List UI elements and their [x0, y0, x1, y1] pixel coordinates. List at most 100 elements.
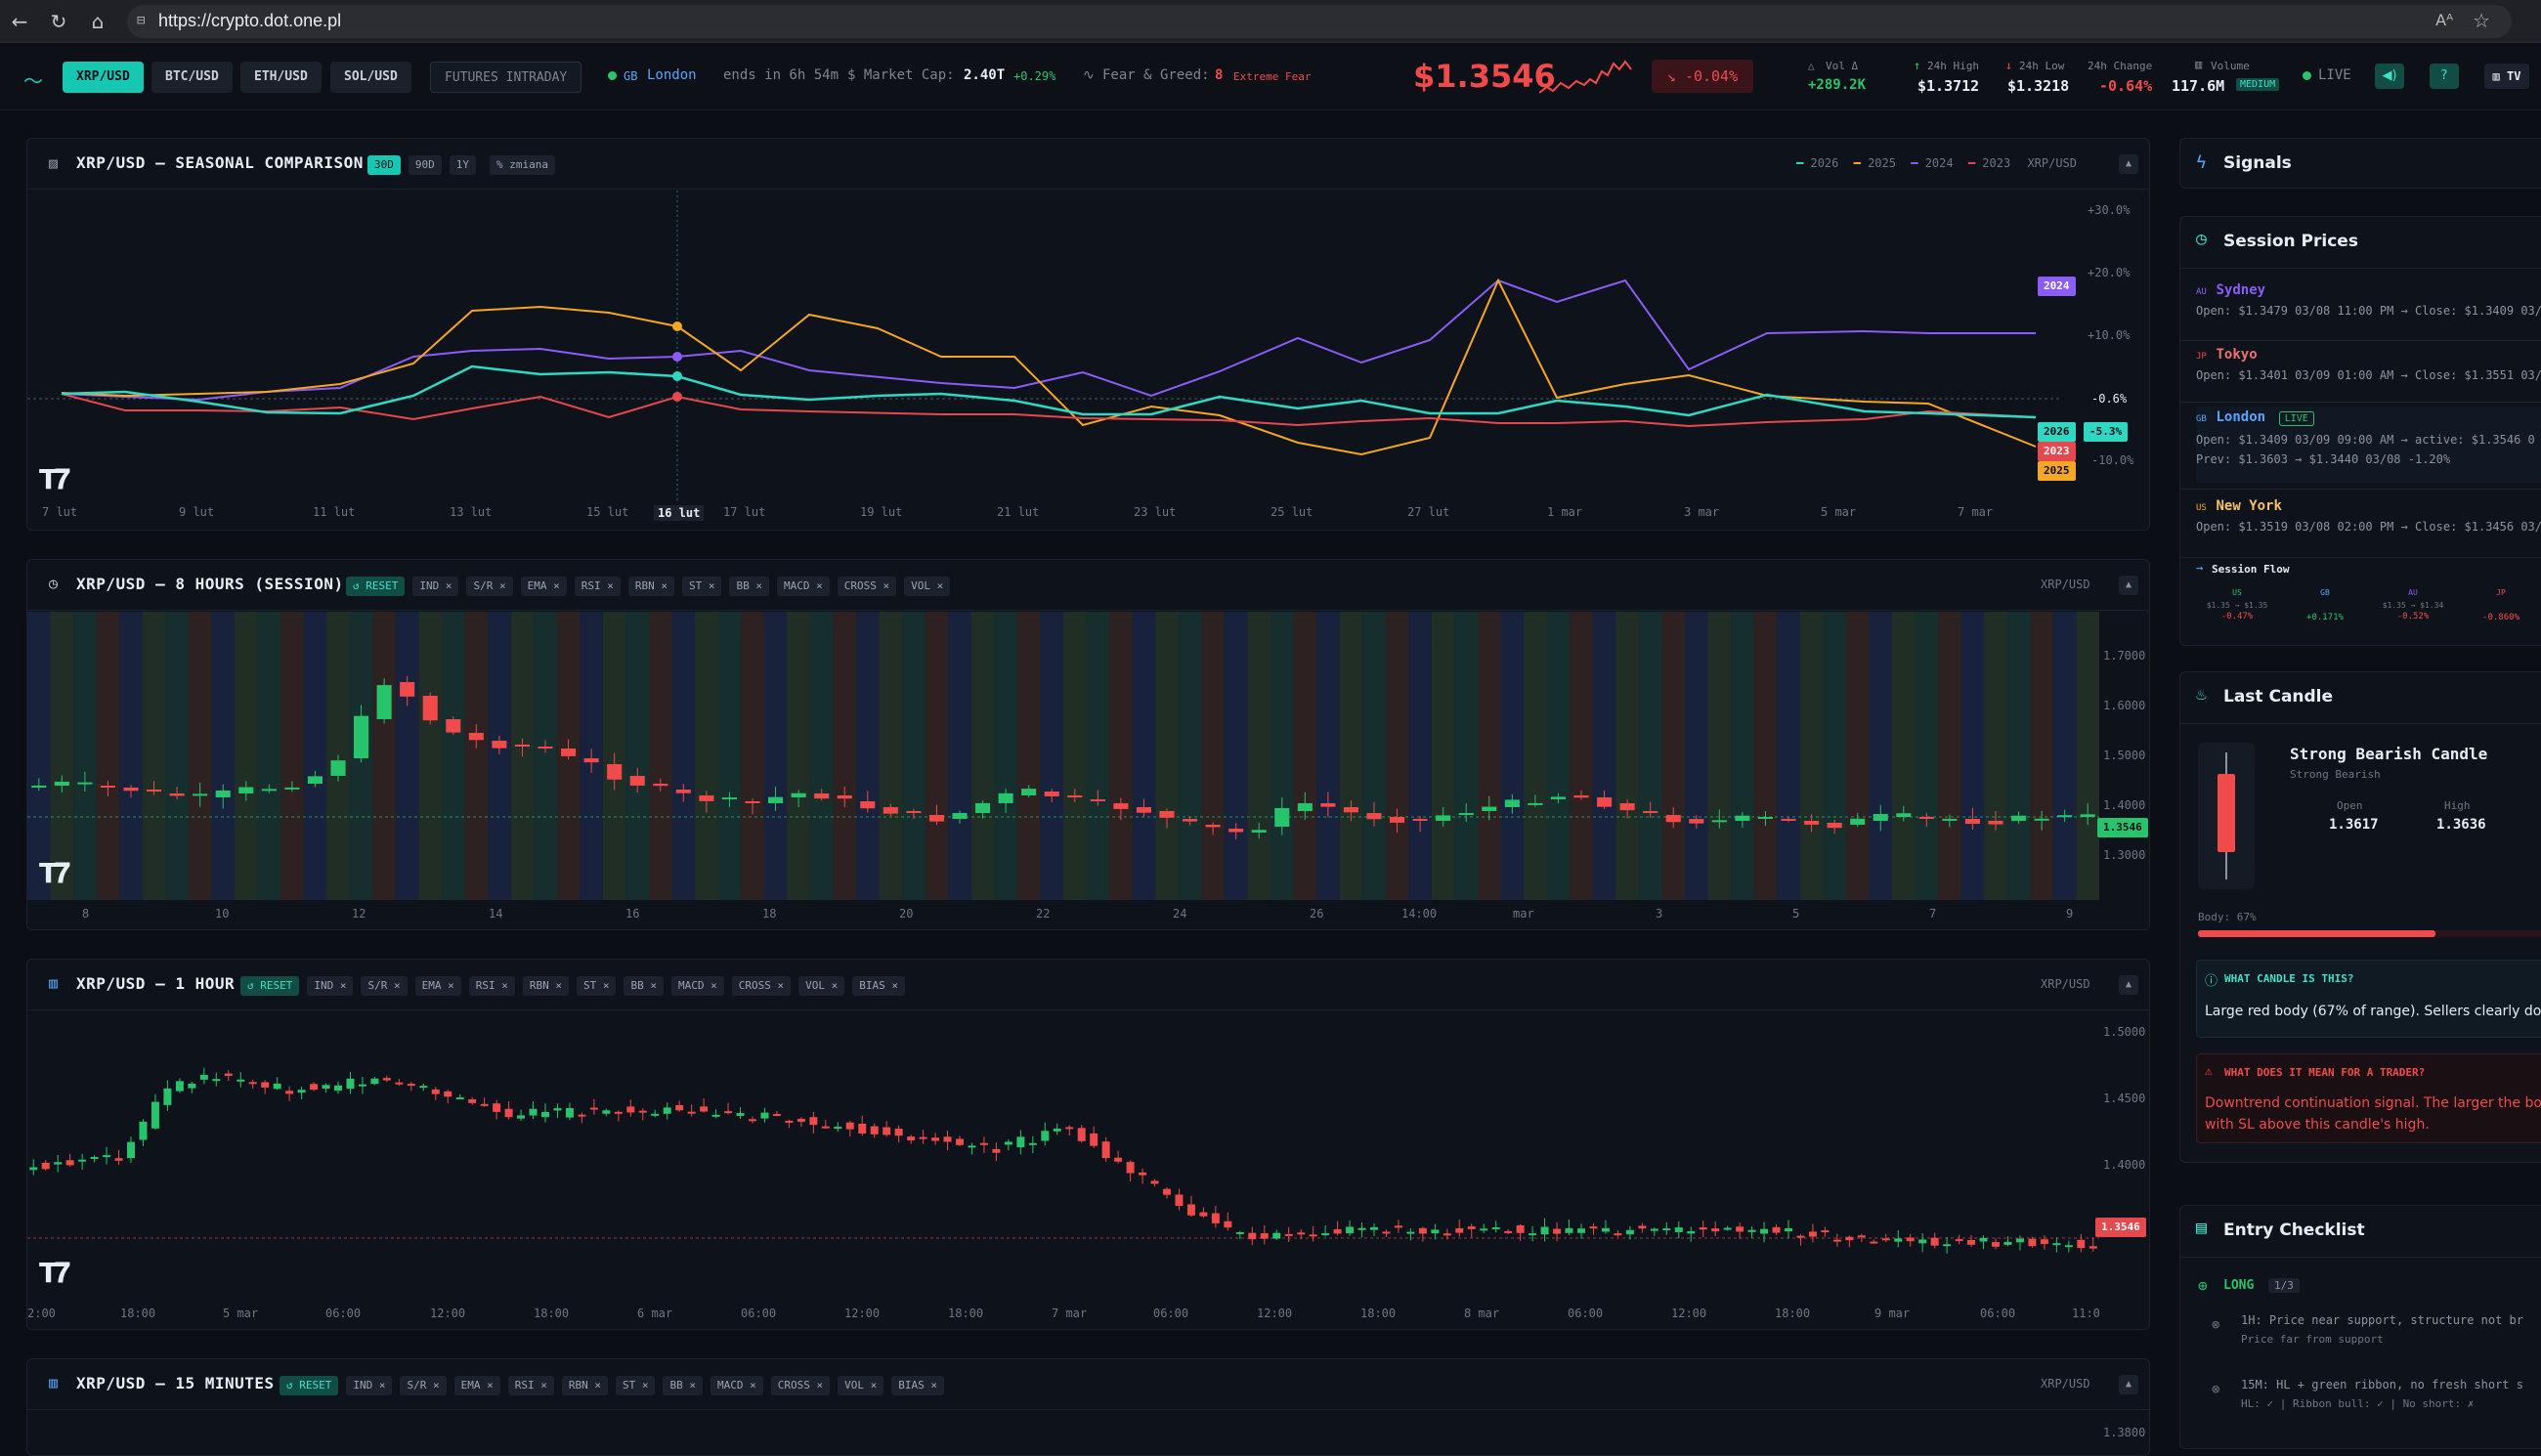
- x-label: 5: [1792, 907, 1800, 921]
- clock-icon: ◷: [2196, 229, 2207, 249]
- hour-symbol: XRP/USD: [2041, 977, 2090, 991]
- help-icon[interactable]: ?: [2430, 64, 2459, 89]
- candle: [1044, 792, 1059, 796]
- indicator-chip[interactable]: MACD ×: [670, 976, 724, 996]
- indicator-chip[interactable]: ST ×: [576, 976, 617, 996]
- fear-greed-label: Fear & Greed:: [1102, 67, 1210, 83]
- indicator-chip[interactable]: EMA ×: [453, 1376, 500, 1395]
- collapse-seasonal-icon[interactable]: ▲: [2119, 154, 2138, 174]
- candle: [248, 1082, 257, 1085]
- address-bar[interactable]: ⊟ https://crypto.dot.one.pl Aᴬ ☆: [127, 5, 2512, 38]
- site-info-icon[interactable]: ⊟: [137, 13, 146, 28]
- candle: [54, 781, 69, 786]
- indicator-chip[interactable]: RSI ×: [574, 577, 621, 596]
- indicator-chip[interactable]: BIAS ×: [852, 976, 905, 996]
- indicator-chip[interactable]: VOL ×: [798, 976, 845, 996]
- browser-toolbar: ← ↻ ⌂ ⊟ https://crypto.dot.one.pl Aᴬ ☆: [0, 0, 2541, 43]
- futures-intraday-button[interactable]: FUTURES INTRADAY: [430, 62, 582, 93]
- indicator-chip[interactable]: RSI ×: [507, 1376, 554, 1395]
- read-aloud-icon[interactable]: Aᴬ: [2435, 11, 2453, 29]
- indicator-chip[interactable]: VOL ×: [904, 577, 951, 596]
- session-band: [1293, 612, 1317, 900]
- session-band: [1960, 612, 1985, 900]
- collapse-hour-icon[interactable]: ▲: [2119, 975, 2138, 995]
- seasonal-chart[interactable]: [27, 191, 2150, 523]
- signals-title: Signals: [2223, 153, 2292, 173]
- indicator-chip[interactable]: BIAS ×: [891, 1376, 944, 1395]
- url-text[interactable]: https://crypto.dot.one.pl: [158, 11, 342, 30]
- candle: [1873, 814, 1888, 821]
- flow-flag: AU: [2408, 588, 2418, 597]
- candle-sub: Strong Bearish: [2290, 768, 2381, 781]
- candle: [1674, 1227, 1683, 1232]
- indicator-chip[interactable]: VOL ×: [838, 1376, 884, 1395]
- indicator-chip[interactable]: RSI ×: [468, 976, 515, 996]
- sound-toggle-icon[interactable]: ◀): [2375, 64, 2404, 89]
- indicator-chip[interactable]: MACD ×: [776, 577, 830, 596]
- candle: [1614, 1233, 1622, 1236]
- collapse-session-icon[interactable]: ▲: [2119, 576, 2138, 595]
- session-candle-chart[interactable]: [27, 612, 2099, 900]
- range-1y-button[interactable]: 1Y: [449, 155, 476, 175]
- candle: [858, 1123, 867, 1134]
- end-badge-2025: 2025: [2038, 461, 2076, 481]
- bar-chart-icon: ▥: [49, 974, 59, 992]
- tv-button[interactable]: ▥ TV: [2484, 64, 2529, 89]
- back-icon[interactable]: ←: [11, 10, 28, 33]
- range-90d-button[interactable]: 90D: [408, 155, 442, 175]
- candle: [31, 785, 47, 788]
- reset-button[interactable]: ↺ RESET: [346, 577, 406, 596]
- range-30d-button[interactable]: 30D: [367, 155, 401, 175]
- indicator-chip[interactable]: MACD ×: [710, 1376, 763, 1395]
- candle: [565, 1108, 574, 1118]
- home-icon[interactable]: ⌂: [91, 10, 105, 33]
- indicator-chip[interactable]: CROSS ×: [837, 577, 897, 596]
- collapse-m15-icon[interactable]: ▲: [2119, 1375, 2138, 1394]
- favorite-star-icon[interactable]: ☆: [2473, 9, 2490, 32]
- candle: [444, 1091, 452, 1097]
- candle: [419, 1086, 428, 1089]
- indicator-chip[interactable]: S/R ×: [400, 1376, 447, 1395]
- reset-button[interactable]: ↺ RESET: [240, 976, 300, 996]
- candle: [139, 1121, 148, 1140]
- session-band: [1385, 612, 1409, 900]
- pair-tab-sol[interactable]: SOL/USD: [330, 62, 411, 93]
- indicator-chip[interactable]: EMA ×: [414, 976, 461, 996]
- session-band: [257, 612, 281, 900]
- hour-candle-chart[interactable]: [27, 1011, 2099, 1300]
- indicator-chip[interactable]: BB ×: [624, 976, 664, 996]
- indicator-chip[interactable]: S/R ×: [361, 976, 408, 996]
- reset-button[interactable]: ↺ RESET: [280, 1376, 339, 1395]
- indicator-chip[interactable]: RBN ×: [561, 1376, 608, 1395]
- indicator-chip[interactable]: CROSS ×: [731, 976, 792, 996]
- candle: [1228, 829, 1244, 833]
- signals-panel[interactable]: ϟ Signals: [2179, 138, 2541, 189]
- pair-tab-xrp[interactable]: XRP/USD: [63, 62, 144, 93]
- indicator-chip[interactable]: RBN ×: [627, 577, 674, 596]
- candle: [1186, 1204, 1195, 1216]
- indicator-chip[interactable]: ST ×: [615, 1376, 656, 1395]
- x-label: 7 mar: [1052, 1306, 1088, 1320]
- indicator-chip[interactable]: IND ×: [412, 577, 459, 596]
- indicator-chip[interactable]: EMA ×: [520, 577, 567, 596]
- candle: [1540, 1226, 1549, 1235]
- percent-change-toggle[interactable]: % zmiana: [490, 155, 555, 175]
- pair-tab-eth[interactable]: ETH/USD: [240, 62, 322, 93]
- indicator-chip[interactable]: S/R ×: [466, 577, 513, 596]
- indicator-chip[interactable]: BB ×: [729, 577, 769, 596]
- indicator-chip[interactable]: CROSS ×: [770, 1376, 831, 1395]
- pulse-logo-icon: 〜: [23, 69, 43, 93]
- session-band: [303, 612, 327, 900]
- indicator-chip[interactable]: IND ×: [346, 1376, 393, 1395]
- indicator-chip[interactable]: RBN ×: [522, 976, 569, 996]
- indicator-chip[interactable]: ST ×: [681, 577, 722, 596]
- seasonal-symbol: XRP/USD: [2027, 156, 2078, 170]
- indicator-chip[interactable]: BB ×: [663, 1376, 703, 1395]
- candle: [711, 1114, 720, 1117]
- pair-tab-btc[interactable]: BTC/USD: [151, 62, 233, 93]
- candle: [354, 715, 369, 758]
- reload-icon[interactable]: ↻: [50, 10, 67, 33]
- y-label: +30.0%: [2088, 203, 2131, 217]
- live-dot: [2303, 71, 2311, 80]
- indicator-chip[interactable]: IND ×: [307, 976, 354, 996]
